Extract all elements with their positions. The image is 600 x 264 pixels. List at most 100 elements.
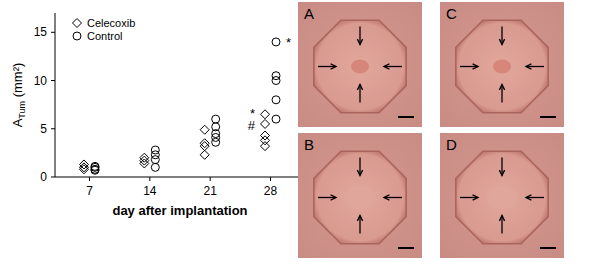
arrow <box>501 216 502 234</box>
figure: 0510157142128day after implantationATum … <box>0 0 600 264</box>
arrow <box>501 27 502 45</box>
panel-label: A <box>304 5 314 22</box>
point <box>261 119 270 128</box>
legend-label: Celecoxib <box>87 17 135 29</box>
point <box>140 153 149 162</box>
y-tick <box>51 128 55 129</box>
arrow-head <box>526 64 531 69</box>
arrow <box>460 197 478 198</box>
photo-panel: A <box>298 2 422 127</box>
y-axis <box>55 13 56 177</box>
annotation: # <box>248 118 256 133</box>
arrow-head <box>499 216 504 221</box>
legend-marker <box>73 19 82 28</box>
arrow <box>384 197 402 198</box>
legend-marker <box>73 32 81 40</box>
arrow-head <box>357 216 362 221</box>
arrow <box>359 216 360 234</box>
x-tick-label: 7 <box>86 184 93 198</box>
y-tick-label: 10 <box>34 74 48 88</box>
arrow <box>526 197 544 198</box>
plot-area <box>79 38 280 174</box>
x-tick <box>149 177 150 181</box>
arrow <box>501 85 502 103</box>
x-tick <box>270 177 271 181</box>
chamber-window <box>456 151 548 243</box>
arrow <box>384 66 402 67</box>
annotation: * <box>286 35 291 50</box>
point <box>272 72 280 80</box>
point <box>212 115 220 123</box>
x-axis-label: day after implantation <box>112 203 247 218</box>
panel-label: D <box>446 136 457 153</box>
point <box>200 142 209 151</box>
point <box>151 151 159 159</box>
chamber-window <box>314 151 406 243</box>
arrow <box>526 66 544 67</box>
x-tick-label: 21 <box>203 184 217 198</box>
arrow-head <box>499 85 504 90</box>
arrow <box>359 85 360 103</box>
y-tick <box>51 177 55 178</box>
photo-background <box>440 2 564 127</box>
point <box>272 115 280 123</box>
point <box>200 150 209 159</box>
scale-bar <box>398 247 414 249</box>
arrow-head <box>357 170 362 175</box>
scale-bar <box>540 116 556 118</box>
photo-background <box>298 2 422 127</box>
point <box>272 38 280 46</box>
tumor-spot <box>493 60 511 74</box>
arrow-head <box>384 195 389 200</box>
point <box>261 142 270 151</box>
arrow <box>318 66 336 67</box>
x-tick-label: 28 <box>264 184 278 198</box>
arrow <box>460 66 478 67</box>
chamber-window <box>456 20 548 112</box>
arrow-head <box>357 85 362 90</box>
y-tick-label: 15 <box>34 25 48 39</box>
arrow-head <box>499 170 504 175</box>
point <box>151 163 159 171</box>
photo-background <box>440 133 564 258</box>
point <box>261 110 270 119</box>
point <box>212 133 220 141</box>
point <box>200 125 209 134</box>
arrow-head <box>331 195 336 200</box>
tumor-spot <box>486 186 518 210</box>
panel-label: C <box>446 5 457 22</box>
y-tick <box>51 80 55 81</box>
arrow-head <box>473 64 478 69</box>
arrow-head <box>331 64 336 69</box>
scale-bar <box>398 116 414 118</box>
arrow <box>359 27 360 45</box>
y-tick-label: 0 <box>40 170 47 184</box>
photo-panel: C <box>440 2 564 127</box>
point <box>79 165 88 174</box>
point <box>212 138 220 146</box>
point <box>272 96 280 104</box>
panel-label: B <box>304 136 314 153</box>
arrow <box>318 197 336 198</box>
x-axis <box>55 177 305 178</box>
x-tick-label: 14 <box>143 184 157 198</box>
point <box>151 156 159 164</box>
point <box>272 77 280 85</box>
scale-bar <box>540 247 556 249</box>
tumor-spot <box>344 186 376 210</box>
y-tick-label: 5 <box>40 122 47 136</box>
photo-panel: B <box>298 133 422 258</box>
arrow-head <box>526 195 531 200</box>
point <box>91 162 99 170</box>
x-tick <box>89 177 90 181</box>
arrow <box>501 158 502 176</box>
point <box>151 146 159 154</box>
arrow-head <box>499 39 504 44</box>
y-axis-label-part: A <box>10 118 25 127</box>
point <box>261 136 270 145</box>
arrow-head <box>384 64 389 69</box>
y-tick <box>51 32 55 33</box>
tumor-spot <box>351 60 369 74</box>
y-axis-label-part: Tum <box>17 101 27 119</box>
y-axis-label-part: (mm²) <box>10 63 25 101</box>
